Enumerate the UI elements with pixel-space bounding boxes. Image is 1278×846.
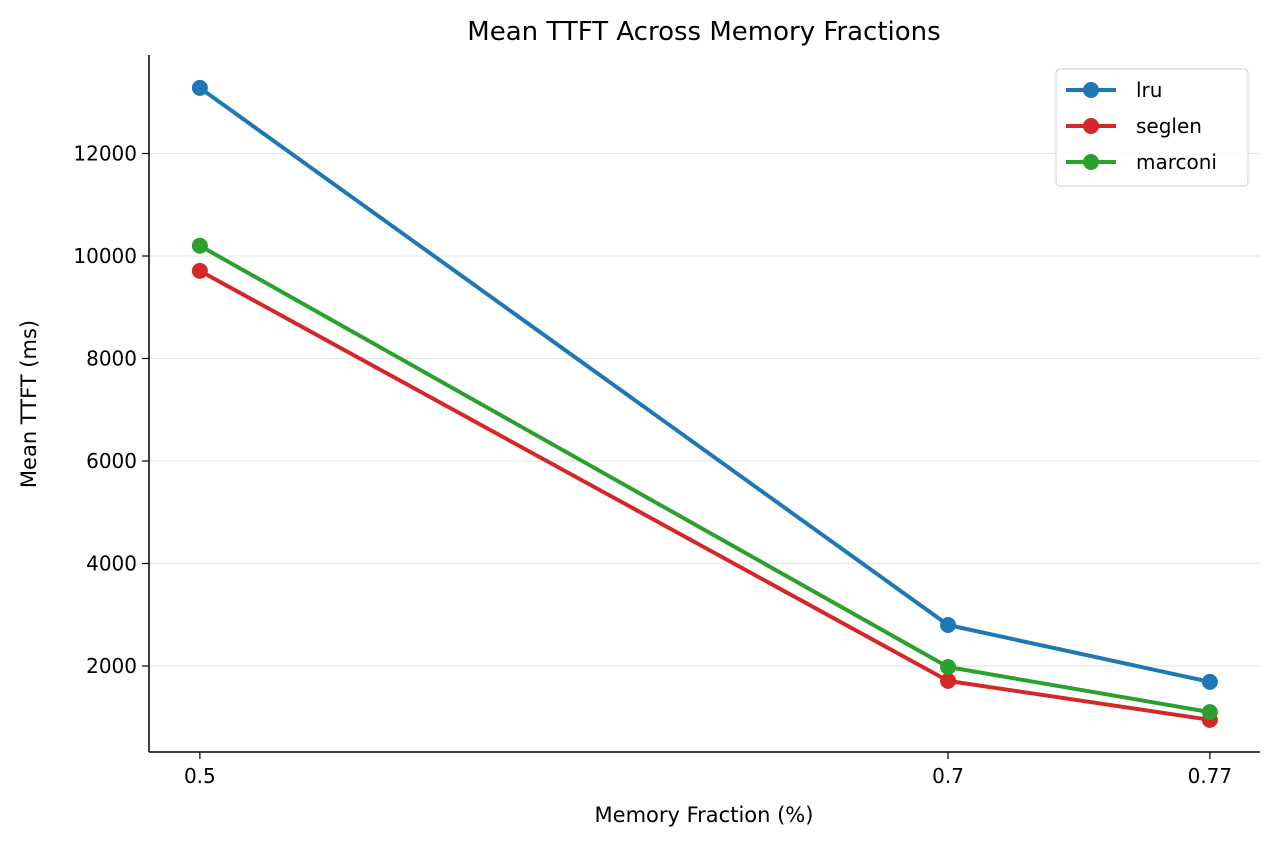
x-axis-label: Memory Fraction (%) <box>595 803 814 827</box>
legend-box <box>1055 68 1249 187</box>
series-line-seglen <box>198 269 1211 722</box>
y-tick-label: 6000 <box>86 449 137 473</box>
series-marconi <box>191 237 1218 721</box>
series-lru <box>191 79 1218 690</box>
y-axis-label: Mean TTFT (ms) <box>17 320 41 488</box>
chart-title: Mean TTFT Across Memory Fractions <box>467 17 940 47</box>
y-tick-label: 8000 <box>86 347 137 371</box>
data-point-lru <box>940 617 957 634</box>
y-tick-label: 4000 <box>86 552 137 576</box>
legend-marker-lru <box>1083 82 1099 98</box>
legend: lru seglen marconi <box>1055 68 1249 187</box>
data-point-marconi <box>940 659 957 676</box>
data-point-marconi <box>1201 704 1218 721</box>
data-point-marconi <box>191 237 208 254</box>
legend-label-marconi: marconi <box>1136 150 1217 174</box>
data-point-lru <box>191 79 208 96</box>
legend-marker-seglen <box>1083 118 1099 134</box>
legend-label-seglen: seglen <box>1136 114 1202 138</box>
legend-marker-marconi <box>1083 154 1099 170</box>
series-line-marconi <box>198 244 1211 715</box>
legend-label-lru: lru <box>1136 78 1162 102</box>
data-point-seglen <box>940 672 957 689</box>
series-seglen <box>191 262 1218 728</box>
y-tick-label: 12000 <box>73 142 137 166</box>
data-point-lru <box>1201 673 1218 690</box>
x-tick-label: 0.5 <box>184 764 216 788</box>
x-tick-label: 0.7 <box>932 764 964 788</box>
y-tick-label: 2000 <box>86 654 137 678</box>
data-point-seglen <box>191 262 208 279</box>
x-tick-label: 0.77 <box>1188 764 1233 788</box>
y-tick-label: 10000 <box>73 244 137 268</box>
